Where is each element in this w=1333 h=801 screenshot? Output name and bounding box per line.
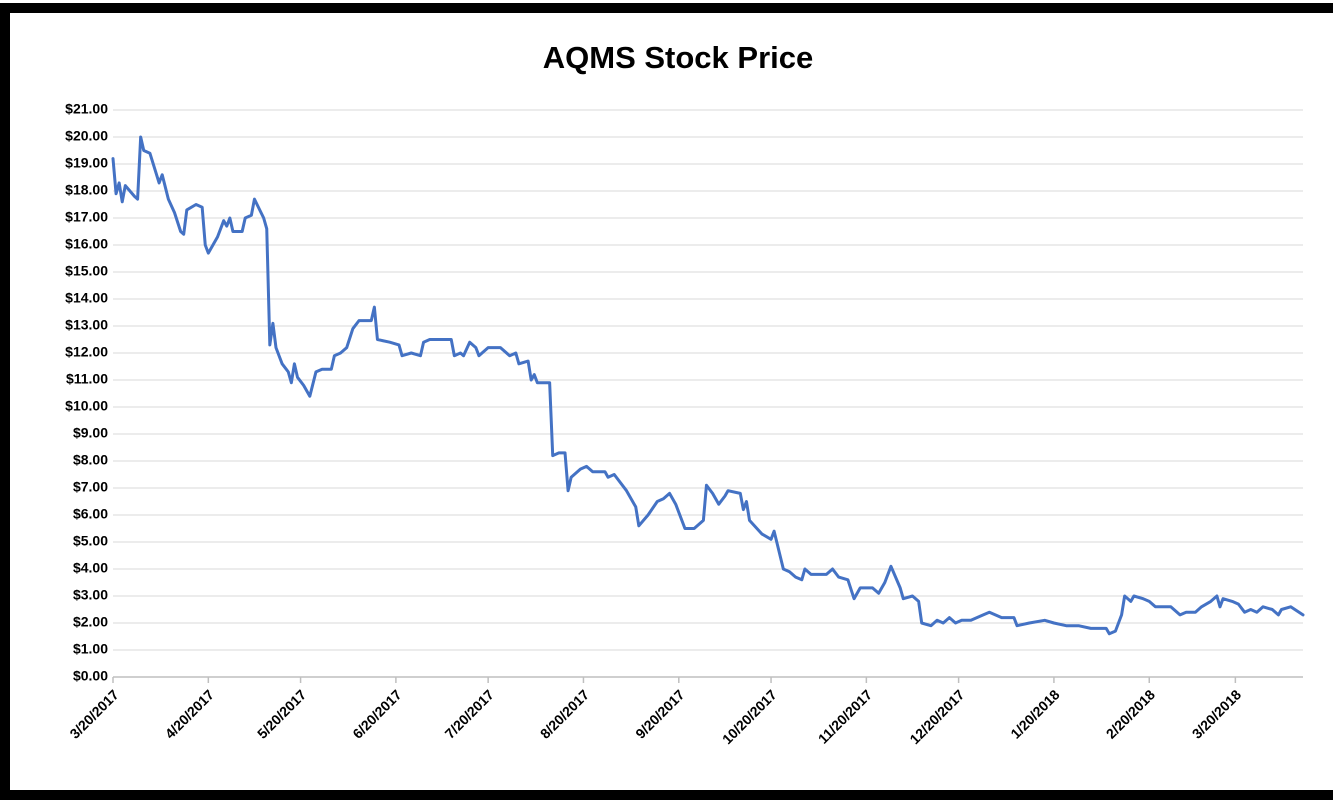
plot [111, 135, 1305, 636]
y-tick-label: $7.00 [73, 479, 108, 495]
y-tick-label: $1.00 [73, 641, 108, 657]
y-tick-label: $19.00 [65, 155, 108, 171]
y-tick-label: $5.00 [73, 533, 108, 549]
y-tick-label: $13.00 [65, 317, 108, 333]
y-tick-label: $16.00 [65, 236, 108, 252]
y-tick-label: $0.00 [73, 668, 108, 684]
y-tick-label: $12.00 [65, 344, 108, 360]
y-tick-label: $9.00 [73, 425, 108, 441]
y-tick-label: $15.00 [65, 263, 108, 279]
y-tick-label: $10.00 [65, 398, 108, 414]
y-tick-label: $3.00 [73, 587, 108, 603]
chart-border [0, 3, 1333, 800]
chart-title: AQMS Stock Price [543, 40, 813, 75]
y-tick-label: $8.00 [73, 452, 108, 468]
y-tick-label: $18.00 [65, 182, 108, 198]
price-line [111, 135, 1305, 636]
y-tick-label: $17.00 [65, 209, 108, 225]
y-tick-label: $14.00 [65, 290, 108, 306]
y-tick-label: $6.00 [73, 506, 108, 522]
y-tick-label: $20.00 [65, 128, 108, 144]
y-tick-label: $21.00 [65, 101, 108, 117]
y-tick-label: $2.00 [73, 614, 108, 630]
y-tick-label: $11.00 [66, 371, 108, 387]
grid [112, 109, 1303, 683]
y-tick-label: $4.00 [73, 560, 108, 576]
